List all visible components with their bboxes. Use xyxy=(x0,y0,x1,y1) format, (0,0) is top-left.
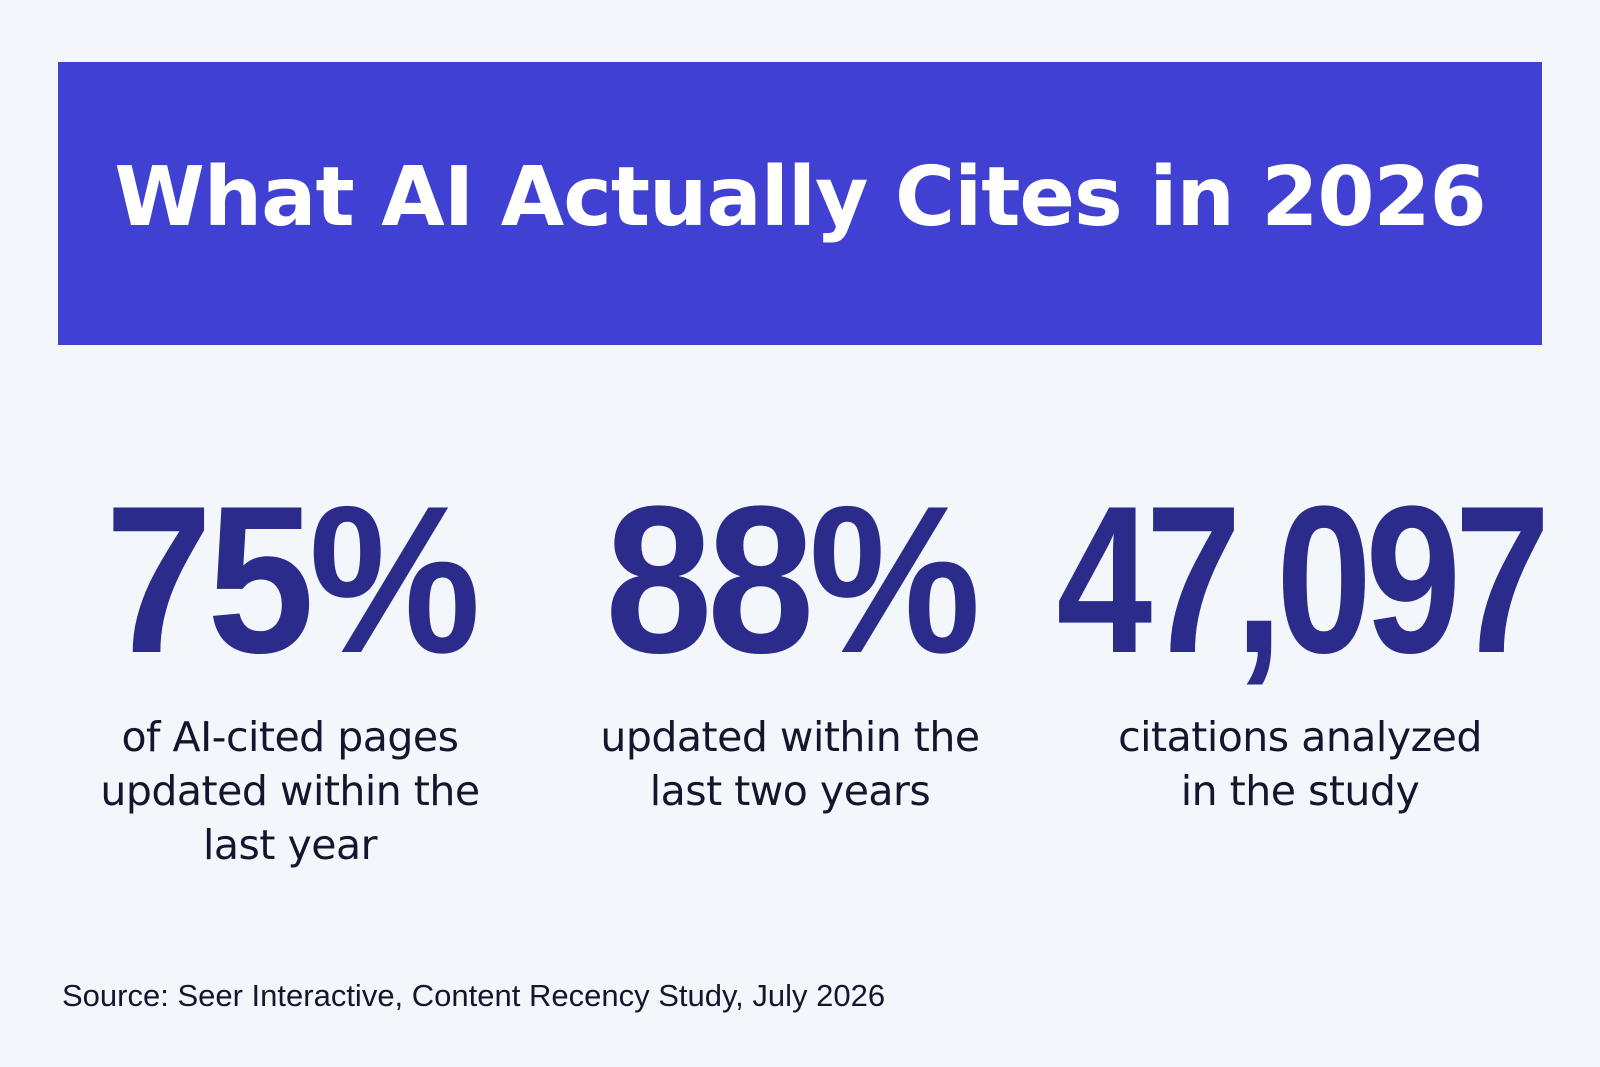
stat-caption: updated within the last two years xyxy=(600,710,980,818)
title-banner: What AI Actually Cites in 2026 xyxy=(58,62,1542,345)
page-title: What AI Actually Cites in 2026 xyxy=(114,150,1486,245)
stat-caption-line: last two years xyxy=(649,767,931,815)
stat-card: 47,097 citations analyzed in the study xyxy=(1040,462,1560,872)
stat-value: 88% xyxy=(604,462,981,697)
stat-card: 75% of AI-cited pages updated within the… xyxy=(40,462,540,872)
stat-caption-line: updated within the xyxy=(100,767,480,815)
stat-card: 88% updated within the last two years xyxy=(540,462,1040,872)
stat-caption-line: in the study xyxy=(1180,767,1420,815)
stat-caption-line: last year xyxy=(203,821,377,869)
stat-caption: citations analyzed in the study xyxy=(1118,710,1482,818)
stat-caption-line: updated within the xyxy=(600,713,980,761)
stats-row: 75% of AI-cited pages updated within the… xyxy=(40,462,1560,872)
stat-value: 47,097 xyxy=(1056,462,1550,697)
source-note: Source: Seer Interactive, Content Recenc… xyxy=(62,978,886,1013)
stat-caption-line: of AI-cited pages xyxy=(121,713,459,761)
stat-caption-line: citations analyzed xyxy=(1118,713,1482,761)
stat-caption: of AI-cited pages updated within the las… xyxy=(100,710,480,872)
stat-value: 75% xyxy=(104,462,481,697)
